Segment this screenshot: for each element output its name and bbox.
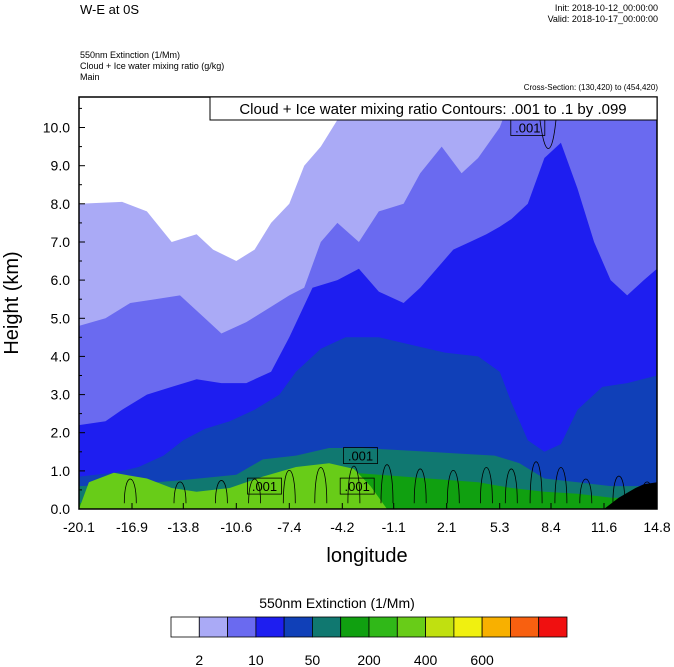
x-tick-label: -20.1 bbox=[63, 519, 95, 535]
cloud-contour-2 bbox=[215, 480, 228, 504]
cloud-contour-12 bbox=[529, 461, 543, 504]
cloud-contour-9 bbox=[446, 469, 460, 504]
colorbar-swatch-10 bbox=[453, 616, 483, 638]
cloud-contour-1 bbox=[173, 481, 187, 504]
colorbar-swatch-8 bbox=[396, 616, 426, 638]
y-tick-label: 5.0 bbox=[51, 310, 71, 326]
cloud-contour-16 bbox=[640, 481, 654, 504]
colorbar-label: 10 bbox=[248, 652, 264, 667]
colorbar-swatch-9 bbox=[425, 616, 455, 638]
cloud-contour-8 bbox=[413, 468, 427, 504]
colorbar-swatch-0 bbox=[170, 616, 200, 638]
contour-legend-text: Cloud + Ice water mixing ratio Contours:… bbox=[239, 101, 626, 118]
cloud-contour-14 bbox=[579, 478, 593, 504]
x-tick-label: 11.6 bbox=[591, 519, 617, 535]
contour-label-box-2 bbox=[343, 447, 378, 465]
cloud-contour-13 bbox=[554, 467, 568, 504]
y-tick-label: 9.0 bbox=[51, 158, 71, 174]
x-tick-label: -16.9 bbox=[116, 519, 148, 535]
contour-label-1: .001 bbox=[345, 479, 370, 494]
contour-label-3: .001 bbox=[515, 121, 540, 136]
x-axis: -20.1 -16.9 -13.8 -10.6 -7.4 -4.2 -1.1 2.1 5.3 8.… bbox=[63, 503, 671, 535]
colorbar-swatch-4 bbox=[283, 616, 313, 638]
valid-time: Valid: 2018-10-17_00:00:00 bbox=[547, 14, 658, 24]
cloud-contour-6 bbox=[347, 466, 361, 504]
y-axis: 0.0 1.0 2.0 3.0 4.0 5.0 6.0 7.0 8.0 9.0 10.0 bbox=[43, 107, 85, 517]
y-tick-label: 4.0 bbox=[51, 348, 71, 364]
y-tick-label: 0.0 bbox=[51, 501, 71, 517]
cloud-contour-0 bbox=[123, 478, 137, 504]
colorbar: 2 10 50 200 400 600 bbox=[170, 616, 568, 667]
colorbar-swatch-11 bbox=[481, 616, 511, 638]
cloud-contour-10 bbox=[480, 467, 493, 504]
colorbar-swatch-2 bbox=[227, 616, 257, 638]
cloud-contour-15 bbox=[612, 475, 626, 504]
x-tick-label: 2.1 bbox=[437, 519, 457, 535]
x-tick-label: 5.3 bbox=[490, 519, 510, 535]
cloud-contour-5 bbox=[314, 467, 328, 504]
colorbar-swatch-13 bbox=[538, 616, 568, 638]
y-tick-label: 6.0 bbox=[51, 272, 71, 288]
y-tick-label: 2.0 bbox=[51, 425, 71, 441]
y-tick-label: 1.0 bbox=[51, 463, 71, 479]
y-tick-label: 7.0 bbox=[51, 234, 71, 250]
colorbar-swatch-1 bbox=[198, 616, 229, 638]
colorbar-label: 600 bbox=[470, 652, 494, 667]
contour-label-2: .001 bbox=[348, 449, 373, 464]
colorbar-label: 50 bbox=[305, 652, 321, 667]
x-tick-label: -1.1 bbox=[382, 519, 406, 535]
x-tick-label: -13.8 bbox=[167, 519, 199, 535]
contour-label-box-1 bbox=[339, 477, 375, 495]
y-tick-label: 10.0 bbox=[43, 120, 70, 136]
colorbar-swatch-5 bbox=[311, 616, 342, 638]
colorbar-swatch-3 bbox=[255, 616, 285, 638]
x-tick-label: -7.4 bbox=[277, 519, 301, 535]
cloud-contour-4 bbox=[282, 469, 296, 504]
x-tick-label: 8.4 bbox=[541, 519, 561, 535]
colorbar-label: 400 bbox=[414, 652, 438, 667]
init-time: Init: 2018-10-12_00:00:00 bbox=[554, 3, 658, 13]
x-tick-label: 14.8 bbox=[643, 519, 670, 535]
colorbar-swatch-12 bbox=[509, 616, 540, 638]
terrain bbox=[604, 482, 657, 509]
field-cloud-label: Cloud + Ice water mixing ratio (g/kg) bbox=[80, 61, 225, 71]
x-tick-label: -10.6 bbox=[220, 519, 252, 535]
x-tick-label: -4.2 bbox=[330, 519, 354, 535]
cross-section-label: Cross-Section: (130,420) to (454,420) bbox=[523, 83, 658, 92]
contour-label-box-0 bbox=[247, 477, 282, 495]
cloud-contour-7 bbox=[380, 464, 394, 504]
colorbar-label: 2 bbox=[195, 652, 203, 667]
colorbar-label: 200 bbox=[357, 652, 381, 667]
field-main-label: Main bbox=[80, 72, 100, 82]
extinction-layer-6 bbox=[79, 463, 657, 509]
cloud-contour-3 bbox=[248, 478, 261, 504]
y-tick-label: 3.0 bbox=[51, 387, 71, 403]
cloud-contour-11 bbox=[504, 468, 518, 504]
x-axis-label: longitude bbox=[326, 545, 407, 567]
y-axis-label: Height (km) bbox=[1, 251, 23, 354]
field-extinction-label: 550nm Extinction (1/Mm) bbox=[80, 50, 181, 60]
chart-title: W-E at 0S bbox=[80, 2, 140, 17]
colorbar-swatch-7 bbox=[368, 616, 398, 638]
contour-fills bbox=[79, 97, 657, 509]
colorbar-swatch-6 bbox=[340, 616, 370, 638]
colorbar-title: 550nm Extinction (1/Mm) bbox=[259, 595, 415, 611]
contour-label-0: .001 bbox=[252, 479, 277, 494]
contour-legend-box: Cloud + Ice water mixing ratio Contours:… bbox=[209, 96, 658, 121]
y-tick-label: 8.0 bbox=[51, 196, 71, 212]
